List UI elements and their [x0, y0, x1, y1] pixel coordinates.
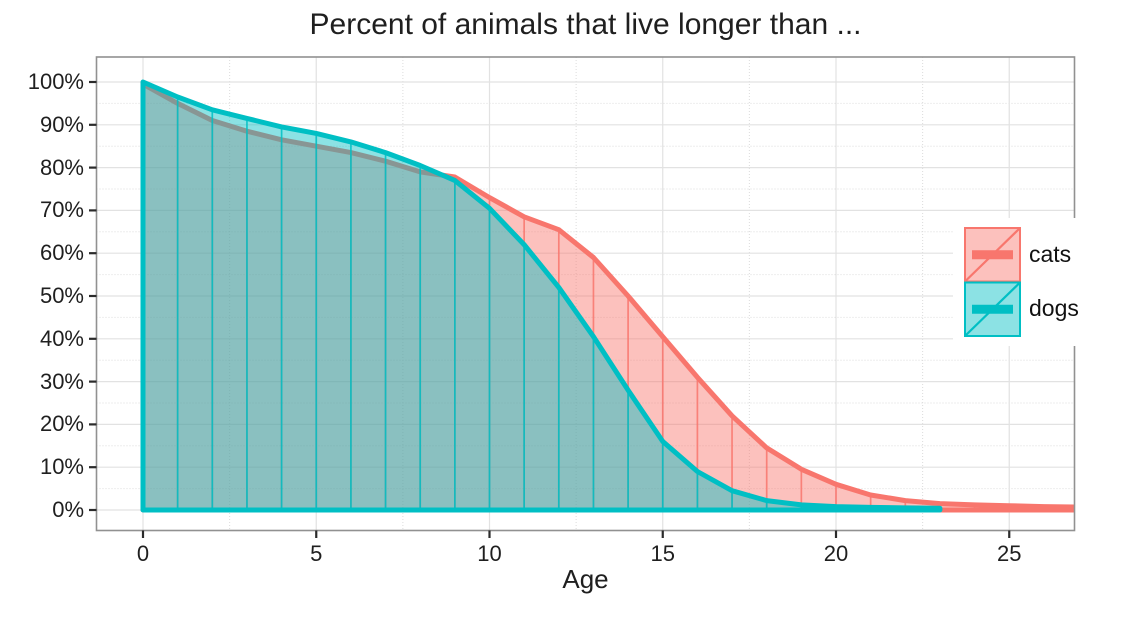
y-tick-label-80: 80% [39, 154, 84, 180]
y-tick-label-50: 50% [39, 283, 84, 308]
major-gridlines [96, 57, 1075, 531]
legend-key-cats [964, 227, 1021, 283]
y-tick-label-10: 10% [39, 454, 84, 480]
y-tick-label-90: 90% [39, 111, 84, 137]
x-tick-label-25: 25 [997, 541, 1022, 566]
y-tick-label-70: 70% [39, 197, 84, 223]
dogs-area [143, 82, 940, 510]
x-axis-title: Age [562, 564, 609, 594]
x-tick-label-0: 0 [136, 541, 150, 566]
y-tick-label-0: 0% [52, 497, 84, 522]
chart-title: Percent of animals that live longer than… [309, 8, 862, 41]
y-tick-label-20: 20% [39, 411, 84, 437]
y-tick-label-30: 30% [39, 368, 84, 394]
axis-tick-marks [89, 80, 1011, 538]
legend-label-dogs: dogs [1029, 295, 1079, 322]
dogs-legend-line-key [972, 304, 1013, 314]
legend-key-dogs [964, 281, 1021, 337]
dogs-outline [140, 79, 943, 513]
x-tick-label-10: 10 [477, 541, 502, 566]
cats-area [143, 84, 1075, 510]
y-tick-label-40: 40% [39, 325, 84, 351]
x-tick-label-15: 15 [650, 541, 675, 566]
x-tick-label-5: 5 [310, 541, 323, 566]
dogs-hatch-lines [176, 96, 907, 510]
series-layer [140, 79, 1075, 513]
x-tick-label-20: 20 [823, 541, 849, 566]
y-tick-label-60: 60% [39, 240, 84, 266]
legend-label-cats: cats [1029, 240, 1072, 267]
minor-gridlines [96, 57, 1075, 531]
y-tick-label-100: 100% [27, 69, 84, 94]
legend [964, 227, 1021, 337]
cats-legend-line-key [972, 250, 1013, 260]
